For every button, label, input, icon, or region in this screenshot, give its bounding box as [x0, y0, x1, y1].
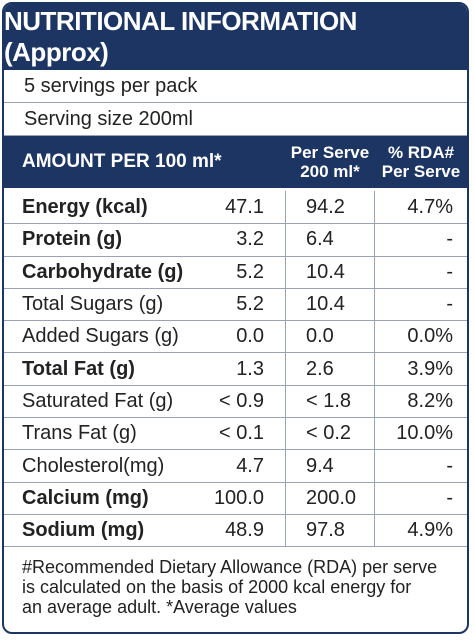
footnote-line: an average adult. *Average values	[22, 597, 297, 618]
nutrient-value: -	[446, 293, 453, 316]
nutrient-value: 200.0	[285, 482, 375, 514]
nutrient-name: Total Sugars (g)	[22, 293, 164, 316]
header-line: AMOUNT PER 100 ml*	[22, 151, 222, 172]
nutrient-row: Added Sugars (g) 0.0 0.0 0.0%	[4, 320, 467, 353]
nutrient-value: 10.4	[285, 256, 375, 288]
nutrient-value: -	[446, 260, 453, 283]
footnote-line: #Recommended Dietary Allowance (RDA) per…	[22, 557, 438, 578]
nutrient-value: 97.8	[285, 514, 375, 547]
nutrient-row: Total Sugars (g) 5.2 10.4 -	[4, 287, 467, 321]
nutrient-value: 9.4	[285, 450, 375, 482]
nutrient-value: 3.2	[236, 228, 264, 251]
nutrient-name: Added Sugars (g)	[22, 325, 179, 348]
nutrient-value: 100.0	[213, 486, 264, 509]
nutrient-row: Total Fat (g) 1.3 2.6 3.9%	[4, 352, 467, 385]
title: NUTRITIONAL INFORMATION (Approx)	[4, 4, 467, 70]
nutrient-value: -	[446, 486, 453, 509]
nutrient-name: Cholesterol(mg)	[22, 454, 165, 477]
nutrient-value: -	[446, 228, 453, 251]
nutrient-name: Calcium (mg)	[22, 486, 149, 509]
nutrient-name: Saturated Fat (g)	[22, 389, 174, 412]
nutrient-value: 48.9	[225, 519, 264, 542]
column-header: % RDA# Per Serve	[375, 143, 467, 181]
nutrient-value: 0.0	[236, 325, 264, 348]
nutrient-name: Energy (kcal)	[22, 195, 148, 218]
nutrient-value: 47.1	[225, 195, 264, 218]
nutrient-row: Saturated Fat (g) < 0.9 < 1.8 8.2%	[4, 384, 467, 418]
nutrient-value: 5.2	[236, 293, 264, 316]
column-header: Per Serve 200 ml*	[285, 143, 375, 181]
table-body: Energy (kcal) 47.1 94.2 4.7% Protein (g) 3.2 6…	[4, 188, 467, 548]
nutrient-value: 0.0	[285, 321, 375, 353]
servings: 5 servings per pack	[4, 70, 467, 103]
nutrient-value: 10.0%	[396, 422, 453, 445]
nutrient-value: 3.9%	[407, 357, 453, 380]
nutrient-value: 6.4	[285, 224, 375, 256]
nutrient-name: Total Fat (g)	[22, 357, 135, 380]
header-line: Per Serve	[290, 143, 370, 162]
nutrient-value: < 0.9	[218, 389, 264, 412]
nutrient-name: Carbohydrate (g)	[22, 260, 184, 283]
footnote-line: is calculated on the basis of 2000 kcal …	[22, 577, 412, 598]
nutrient-value: 5.2	[236, 260, 264, 283]
nutrient-row: Cholesterol(mg) 4.7 9.4 -	[4, 449, 467, 482]
nutrient-name: Protein (g)	[22, 228, 122, 251]
table-header: AMOUNT PER 100 ml* Per Serve 200 ml*% RDA#…	[4, 136, 467, 188]
header-line: % RDA#	[387, 143, 455, 162]
nutrition-label: NUTRITIONAL INFORMATION (Approx) 5 servi…	[2, 2, 469, 634]
nutrient-value: 0.0%	[407, 325, 453, 348]
nutrient-row: Energy (kcal) 47.1 94.2 4.7%	[4, 191, 467, 224]
nutrient-value: < 1.8	[285, 385, 375, 418]
nutrient-value: 2.6	[285, 353, 375, 385]
header-line: Per Serve	[381, 162, 461, 181]
nutrient-value: 4.9%	[407, 519, 453, 542]
nutrient-name: Trans Fat (g)	[22, 422, 137, 445]
nutrient-row: Calcium (mg) 100.0 200.0 -	[4, 481, 467, 514]
nutrient-value: 8.2%	[407, 389, 453, 412]
header-line: 200 ml*	[300, 162, 360, 181]
nutrient-row: Sodium (mg) 48.9 97.8 4.9%	[4, 513, 467, 547]
nutrient-value: 1.3	[236, 357, 264, 380]
nutrient-value: 94.2	[285, 191, 375, 224]
serving-size: Serving size 200ml	[4, 103, 467, 136]
nutrient-row: Trans Fat (g) < 0.1 < 0.2 10.0%	[4, 417, 467, 450]
nutrient-value: 10.4	[285, 288, 375, 321]
footnote: #Recommended Dietary Allowance (RDA) per…	[4, 547, 467, 617]
nutrient-name: Sodium (mg)	[22, 519, 145, 542]
nutrient-value: < 0.1	[218, 422, 264, 445]
nutrient-value: < 0.2	[285, 418, 375, 450]
nutrient-value: 4.7	[236, 454, 264, 477]
nutrient-value: 4.7%	[407, 195, 453, 218]
column-header: AMOUNT PER 100 ml*	[4, 151, 285, 173]
nutrient-value: -	[446, 454, 453, 477]
nutrient-row: Protein (g) 3.2 6.4 -	[4, 223, 467, 256]
nutrient-row: Carbohydrate (g) 5.2 10.4 -	[4, 255, 467, 288]
